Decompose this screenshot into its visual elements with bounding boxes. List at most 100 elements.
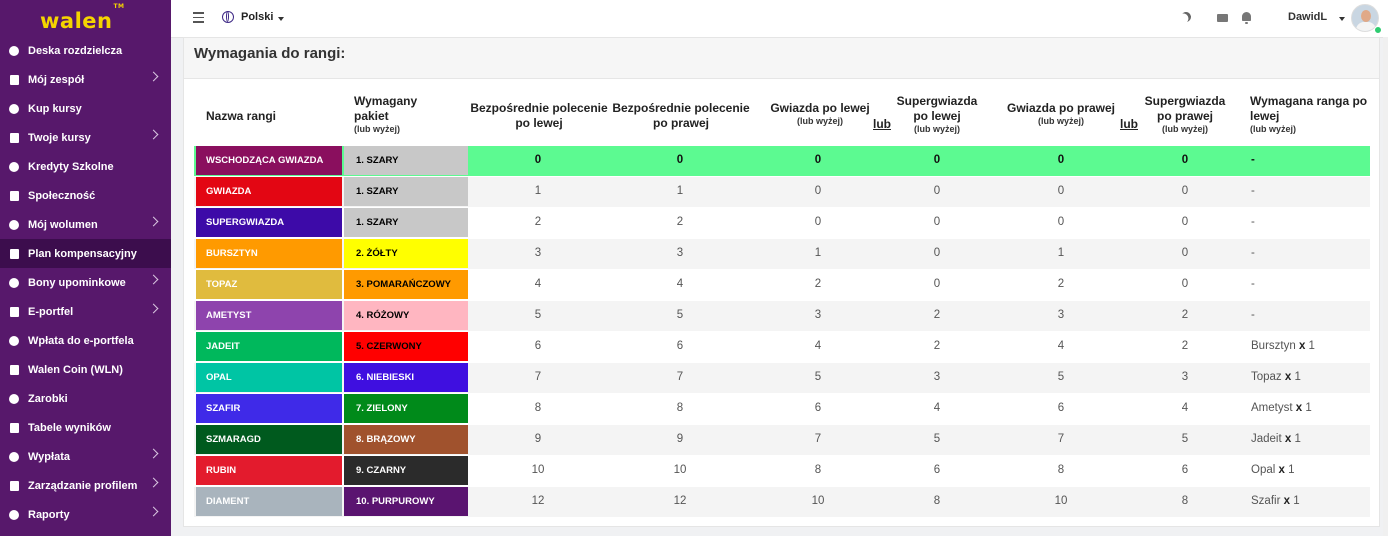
notification-bell-icon[interactable]: [1242, 12, 1251, 24]
sidebar-item[interactable]: Społeczność: [0, 181, 171, 210]
header-package: Wymagany pakiet (lub wyżej): [354, 94, 444, 135]
value-cell-ssl: 0: [933, 154, 941, 166]
header-required-rank-label: Wymagana ranga po lewej: [1250, 94, 1368, 123]
dashboard-icon: [8, 45, 20, 57]
table-row: Gwiazda 1. SZARY 1 1 0 0 0 0 -: [194, 177, 1370, 207]
value-cell-dr: 4: [676, 278, 684, 290]
deposit-icon: [8, 335, 20, 347]
sidebar-item[interactable]: Kredyty Szkolne: [0, 152, 171, 181]
value-cell-ssr: 0: [1181, 278, 1189, 290]
sidebar-item-label: Zarobki: [28, 392, 68, 405]
chevron-right-icon: [148, 274, 159, 285]
required-rank-cell: -: [1251, 247, 1255, 259]
sidebar-item-label: Raporty: [28, 508, 70, 521]
username[interactable]: DawidL: [1288, 11, 1328, 23]
sidebar-item[interactable]: Tabele wyników: [0, 413, 171, 442]
menu-toggle-icon[interactable]: [193, 12, 204, 23]
language-caret-icon[interactable]: [278, 17, 284, 21]
value-cell-ssr: 0: [1181, 216, 1189, 228]
value-cell-sl: 0: [814, 154, 822, 166]
required-rank-cell: Szafir x 1: [1251, 495, 1300, 507]
globe-icon[interactable]: [222, 11, 234, 23]
sidebar-item-label: Kup kursy: [28, 102, 82, 115]
value-cell-sr: 5: [1057, 371, 1065, 383]
value-cell-dr: 2: [676, 216, 684, 228]
value-cell-dr: 5: [676, 309, 684, 321]
value-cell-dl: 5: [534, 309, 542, 321]
user-caret-icon[interactable]: [1339, 17, 1345, 21]
value-cell-ssr: 0: [1181, 185, 1189, 197]
sidebar-item[interactable]: Bony upominkowe: [0, 268, 171, 297]
rank-name-cell: Szmaragd: [196, 425, 342, 454]
rank-name-cell: Diament: [196, 487, 342, 516]
cart-icon: [8, 103, 20, 115]
package-cell: 1. SZARY: [344, 146, 468, 175]
sidebar-item[interactable]: Deska rozdzielcza: [0, 36, 171, 65]
header-star-right-note: (lub wyżej): [1037, 116, 1084, 126]
sidebar-item-label: Plan kompensacyjny: [28, 247, 137, 260]
or-link-left[interactable]: lub: [873, 117, 891, 131]
value-cell-sr: 2: [1057, 278, 1065, 290]
value-cell-ssl: 2: [933, 309, 941, 321]
sidebar: walenTM Deska rozdzielcza Mój zespół Kup k…: [0, 0, 171, 536]
value-cell-ssl: 0: [933, 185, 941, 197]
mail-icon[interactable]: [1217, 14, 1228, 22]
table-row: Supergwiazda 1. SZARY 2 2 0 0 0 0 -: [194, 208, 1370, 238]
header-superstar-right-note: (lub wyżej): [1161, 124, 1208, 134]
package-cell: 2. ŻÓŁTY: [344, 239, 468, 268]
sidebar-item[interactable]: Kup kursy: [0, 94, 171, 123]
value-cell-sr: 1: [1057, 247, 1065, 259]
sidebar-item[interactable]: E-portfel: [0, 297, 171, 326]
community-icon: [8, 190, 20, 202]
table-row: Szafir 7. ZIELONY 8 8 6 4 6 4 Ametyst x 1: [194, 394, 1370, 424]
sidebar-item[interactable]: Plan kompensacyjny: [0, 239, 171, 268]
chevron-right-icon: [148, 216, 159, 227]
value-cell-sr: 0: [1057, 185, 1065, 197]
rank-name-cell: Topaz: [196, 270, 342, 299]
required-rank-count: 1: [1293, 495, 1300, 507]
or-link-right[interactable]: lub: [1120, 117, 1138, 131]
sidebar-item-label: Bony upominkowe: [28, 276, 126, 289]
value-cell-dl: 12: [531, 495, 545, 507]
rank-name-cell: Szafir: [196, 394, 342, 423]
page-scrollbar[interactable]: [1383, 37, 1388, 536]
value-cell-sl: 8: [814, 464, 822, 476]
sidebar-item[interactable]: Wypłata: [0, 442, 171, 471]
avatar[interactable]: [1351, 4, 1379, 32]
value-cell-sr: 7: [1057, 433, 1065, 445]
sidebar-item[interactable]: Twoje kursy: [0, 123, 171, 152]
topbar: Polski DawidL: [171, 0, 1388, 38]
sidebar-item[interactable]: Mój zespół: [0, 65, 171, 94]
chart-icon: [8, 509, 20, 521]
chevron-right-icon: [148, 303, 159, 314]
graduation-icon: [8, 132, 20, 144]
required-rank-name: Topaz: [1251, 371, 1282, 383]
dark-mode-icon[interactable]: [1179, 10, 1193, 24]
sidebar-item[interactable]: Raporty: [0, 500, 171, 529]
table-row: Wschodząca Gwiazda 1. SZARY 0 0 0 0 0 0 -: [194, 146, 1370, 176]
rank-name-cell: Ametyst: [196, 301, 342, 330]
language-selector[interactable]: Polski: [241, 11, 274, 23]
sidebar-item[interactable]: Zarządzanie profilem: [0, 471, 171, 500]
sidebar-item[interactable]: Mój wolumen: [0, 210, 171, 239]
value-cell-dl: 4: [534, 278, 542, 290]
package-cell: 5. CZERWONY: [344, 332, 468, 361]
header-superstar-left: Supergwiazda po lewej (lub wyżej): [890, 94, 984, 135]
sidebar-item[interactable]: Walen Coin (WLN): [0, 355, 171, 384]
value-cell-sr: 0: [1057, 216, 1065, 228]
chevron-right-icon: [148, 506, 159, 517]
value-cell-ssr: 2: [1181, 340, 1189, 352]
sidebar-item[interactable]: Wpłata do e-portfela: [0, 326, 171, 355]
required-rank-cell: Bursztyn x 1: [1251, 340, 1315, 352]
value-cell-ssr: 8: [1181, 495, 1189, 507]
sidebar-item[interactable]: Zarobki: [0, 384, 171, 413]
required-rank-cell: -: [1251, 309, 1255, 321]
required-rank-cell: Topaz x 1: [1251, 371, 1301, 383]
rank-name-cell: Rubin: [196, 456, 342, 485]
value-cell-sl: 3: [814, 309, 822, 321]
rank-name-cell: Bursztyn: [196, 239, 342, 268]
table-row: Ametyst 4. RÓŻOWY 5 5 3 2 3 2 -: [194, 301, 1370, 331]
value-cell-dl: 1: [534, 185, 542, 197]
walen-logo[interactable]: walenTM: [40, 3, 125, 33]
value-cell-sl: 5: [814, 371, 822, 383]
